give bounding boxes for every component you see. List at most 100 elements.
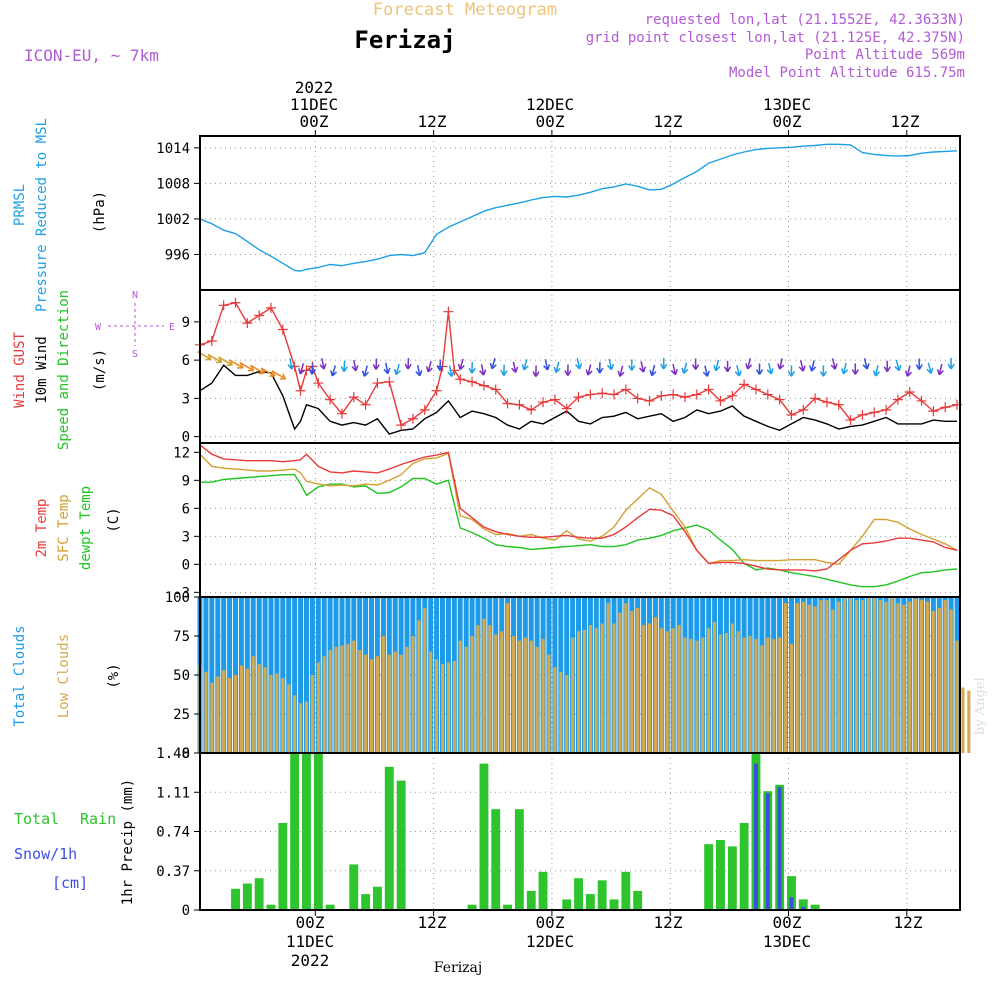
- wind-arrow: [777, 358, 785, 370]
- cloud-bar-low: [470, 636, 474, 753]
- wind-arrow-shape: [936, 363, 944, 376]
- precip-bar-rain: [467, 904, 477, 910]
- data-layer: [195, 143, 971, 910]
- cloud-bar-low: [890, 597, 894, 753]
- wind-arrow-shape: [617, 365, 625, 377]
- wind-arrow: [500, 364, 508, 377]
- cloud-bar-low: [778, 637, 782, 753]
- wind-arrow: [287, 358, 295, 370]
- gust-point: [265, 302, 276, 313]
- cloud-bar-low: [665, 631, 669, 753]
- precip-bar-snow: [777, 786, 782, 910]
- compass-south: S: [132, 349, 138, 360]
- wind-arrow-shape: [468, 362, 476, 374]
- wind-arrow-shape: [809, 360, 817, 372]
- precip-cm-label: [cm]: [52, 874, 88, 892]
- wind-arrow: [851, 363, 859, 375]
- footer-location: Ferizaj: [434, 960, 482, 976]
- y-tick-label: 1.11: [156, 785, 190, 801]
- precip-rain-label: Rain: [80, 810, 116, 828]
- cloud-bar-low: [606, 603, 610, 753]
- wind-arrow-shape: [319, 358, 327, 370]
- cloud-bar-low: [884, 601, 888, 753]
- cloud-bar-low: [559, 671, 563, 753]
- wind-arrow: [330, 365, 338, 377]
- cloud-bar-low: [937, 607, 941, 753]
- gust-point: [478, 380, 489, 391]
- cloud-bar-total: [298, 597, 304, 753]
- cloud-bar-total: [286, 597, 292, 753]
- cloud-bar-low: [718, 634, 722, 753]
- cloud-bar-low: [630, 611, 634, 753]
- cloud-bar-low: [441, 664, 445, 753]
- precip-bar-rain: [384, 766, 394, 910]
- cloud-bar-low: [849, 597, 853, 753]
- wind-arrow-shape: [415, 364, 423, 377]
- wind-arrow-shape: [511, 361, 519, 374]
- top-year-label: 2022: [295, 78, 334, 97]
- temp-2m-label: 2m Temp: [34, 498, 50, 557]
- y-tick-label: -3: [173, 585, 190, 601]
- wind-arrow-shape: [383, 362, 391, 375]
- cloud-bar-low: [943, 600, 947, 753]
- cloud-bar-low: [346, 643, 350, 753]
- cloud-bar-low: [517, 640, 521, 753]
- cloud-bar-total: [280, 597, 286, 753]
- cloud-bar-total: [215, 597, 221, 753]
- cloud-bar-low: [429, 651, 433, 753]
- cloud-bar-low: [233, 675, 237, 753]
- cloud-bar-low: [299, 703, 303, 753]
- y-tick-label: 0: [182, 746, 190, 762]
- cloud-bar-low: [541, 639, 545, 753]
- wind-arrow-shape: [298, 363, 306, 375]
- wind-arrow-shape: [670, 363, 678, 376]
- wind-arrow: [351, 359, 359, 372]
- cloud-bar-low: [228, 678, 232, 753]
- panel-frame: [199, 752, 961, 911]
- gust-point: [857, 409, 868, 420]
- wind-arrow-shape: [777, 358, 785, 370]
- clouds-low-label: Low Clouds: [56, 634, 72, 718]
- y-tick-label: 6: [182, 501, 190, 517]
- wind-arrow: [457, 358, 465, 371]
- cloud-bar-low: [506, 603, 510, 753]
- cloud-bar-low: [216, 676, 220, 753]
- wind-arrow: [468, 362, 476, 374]
- wind-arrow-shape: [436, 359, 444, 371]
- precip-total-label: Total: [14, 810, 59, 828]
- wind-arrow-shape: [308, 363, 316, 375]
- gust-point: [242, 318, 253, 329]
- cloud-bar-low: [375, 656, 379, 753]
- cloud-bar-low: [239, 665, 243, 753]
- wind-arrow-shape: [883, 360, 891, 373]
- cloud-bar-low: [624, 603, 628, 753]
- cloud-bar-low: [860, 600, 864, 753]
- cloud-bar-low: [565, 675, 569, 753]
- cloud-bar-low: [393, 651, 397, 753]
- gust-point: [419, 404, 430, 415]
- pressure-label-prmsl: PRMSL: [12, 184, 28, 226]
- cloud-bar-low: [701, 637, 705, 753]
- precip-bar-rain: [325, 904, 335, 910]
- cloud-bar-low: [263, 667, 267, 753]
- wind-arrow: [926, 362, 934, 374]
- precip-bar-rain: [787, 876, 796, 910]
- precip-bar-snow: [789, 897, 794, 910]
- wind-arrow-shape: [894, 359, 902, 372]
- wind-arrow: [606, 358, 615, 371]
- series-line-prmsl: [199, 143, 958, 272]
- wind-arrow: [393, 363, 401, 376]
- compass-west: W: [95, 322, 102, 333]
- wind-arrow: [904, 365, 913, 377]
- cloud-bar-low: [275, 673, 279, 753]
- wind-arrow: [361, 365, 369, 377]
- cloud-bar-low: [789, 643, 793, 753]
- wind-arrow: [271, 370, 287, 380]
- wind-arrow-shape: [500, 364, 508, 377]
- gust-point: [230, 297, 241, 308]
- wind-arrow-shape: [649, 364, 657, 377]
- gust-point: [514, 399, 525, 410]
- panel-frame: [199, 442, 961, 598]
- wind-arrow: [564, 364, 572, 376]
- y-tick-label: 100: [165, 590, 190, 606]
